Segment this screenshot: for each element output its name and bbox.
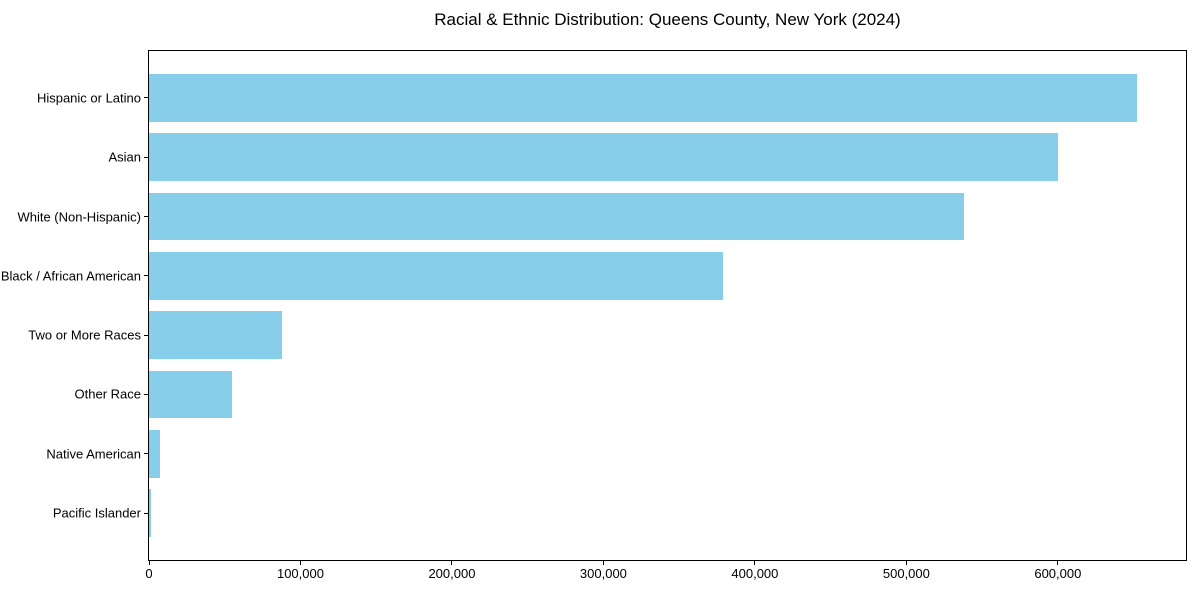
y-tick-mark xyxy=(144,334,148,336)
x-tick-mark xyxy=(148,561,150,565)
x-tick-label: 100,000 xyxy=(276,566,324,581)
y-tick-label: Two or More Races xyxy=(28,327,141,343)
x-tick-mark xyxy=(451,561,453,565)
bar-other-race xyxy=(149,370,233,419)
x-tick-label: 500,000 xyxy=(882,566,930,581)
y-tick-mark xyxy=(144,393,148,395)
y-tick-mark xyxy=(144,97,148,99)
x-tick-mark xyxy=(299,561,301,565)
bar-black-african-american xyxy=(149,252,724,300)
x-tick-label: 200,000 xyxy=(428,566,476,581)
chart-title: Racial & Ethnic Distribution: Queens Cou… xyxy=(434,10,901,29)
y-tick-mark xyxy=(144,453,148,455)
plot-area xyxy=(148,50,1187,561)
x-tick-label: 600,000 xyxy=(1034,566,1082,581)
x-tick-mark xyxy=(1057,561,1059,565)
y-tick-label: Asian xyxy=(108,149,141,165)
y-tick-label: Native American xyxy=(46,446,141,462)
x-tick-mark xyxy=(905,561,907,565)
y-tick-label: Black / African American xyxy=(0,268,141,284)
bar-asian xyxy=(149,133,1058,181)
x-tick-mark xyxy=(602,561,604,565)
y-tick-mark xyxy=(144,156,148,158)
y-tick-mark xyxy=(144,216,148,217)
y-tick-mark xyxy=(144,275,148,277)
bar-two-or-more-races xyxy=(149,311,282,359)
y-tick-label: Other Race xyxy=(74,386,141,402)
bar-hispanic-or-latino xyxy=(149,74,1137,122)
bar-native-american xyxy=(149,430,160,478)
x-tick-label: 0 xyxy=(145,566,153,581)
y-tick-label: White (Non-Hispanic) xyxy=(17,209,141,224)
x-tick-mark xyxy=(754,561,756,565)
bar-pacific-islander xyxy=(149,489,152,537)
y-tick-label: Hispanic or Latino xyxy=(36,90,141,106)
x-tick-label: 400,000 xyxy=(731,566,779,581)
x-tick-label: 300,000 xyxy=(579,566,627,581)
y-tick-mark xyxy=(144,512,148,514)
bar-white-non-hispanic xyxy=(149,192,964,241)
y-tick-label: Pacific Islander xyxy=(52,505,141,521)
